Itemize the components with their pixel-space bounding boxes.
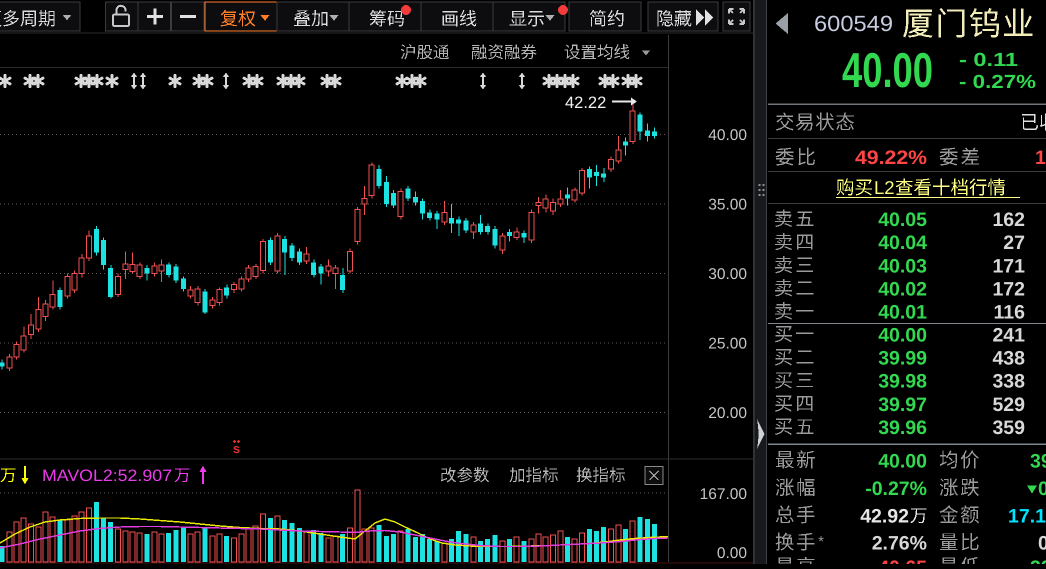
svg-text:*: * [818, 534, 824, 551]
svg-text:-0.27%: -0.27% [865, 478, 927, 500]
svg-text:40.65: 40.65 [878, 557, 927, 564]
svg-text:170: 170 [1035, 147, 1046, 169]
svg-text:438: 438 [992, 347, 1025, 369]
svg-text:40.00: 40.00 [878, 324, 927, 346]
svg-text:39.93: 39.93 [1030, 450, 1046, 472]
svg-text:40.04: 40.04 [878, 232, 927, 254]
svg-text:- 0.27%: - 0.27% [959, 72, 1036, 93]
svg-text:39.66: 39.66 [1030, 557, 1046, 564]
svg-text:25.00: 25.00 [708, 336, 747, 353]
svg-text:49.22%: 49.22% [855, 147, 927, 169]
svg-text:116: 116 [994, 302, 1026, 324]
svg-text:20.00: 20.00 [708, 405, 747, 422]
svg-text:241: 241 [992, 324, 1025, 346]
svg-text:40.05: 40.05 [878, 209, 927, 231]
svg-text:39.96: 39.96 [878, 417, 927, 439]
svg-text:0.00: 0.00 [717, 545, 748, 562]
svg-text:171: 171 [992, 255, 1025, 277]
svg-text:17.17: 17.17 [1008, 505, 1046, 527]
svg-text:40.03: 40.03 [878, 255, 927, 277]
svg-text:39.97: 39.97 [878, 394, 927, 416]
svg-text:172: 172 [992, 278, 1025, 300]
svg-text:2.76%: 2.76% [872, 533, 927, 555]
svg-text:0.11: 0.11 [1038, 478, 1046, 500]
svg-text:40.00: 40.00 [878, 450, 927, 472]
svg-text:359: 359 [992, 417, 1025, 439]
svg-text:39.98: 39.98 [878, 371, 927, 393]
svg-text:s: s [233, 441, 240, 456]
svg-text:L2: L2 [874, 177, 895, 198]
svg-text:40.00: 40.00 [708, 127, 747, 144]
svg-text:- 0.11: - 0.11 [959, 50, 1019, 71]
svg-text:30.00: 30.00 [708, 266, 747, 283]
svg-text:167.00: 167.00 [700, 486, 748, 503]
svg-text:40.01: 40.01 [878, 302, 927, 324]
svg-text:35.00: 35.00 [708, 197, 747, 214]
svg-text:600549: 600549 [814, 11, 893, 36]
svg-text:MAVOL2:52.907: MAVOL2:52.907 [42, 467, 172, 485]
svg-text:39.99: 39.99 [878, 347, 927, 369]
svg-text:40.00: 40.00 [842, 44, 933, 98]
svg-text:27: 27 [1003, 232, 1025, 254]
svg-text:42.22: 42.22 [565, 94, 606, 112]
svg-text:40.02: 40.02 [878, 278, 927, 300]
svg-text:42.92: 42.92 [860, 505, 909, 527]
svg-text:529: 529 [992, 394, 1025, 416]
svg-text:338: 338 [992, 371, 1025, 393]
svg-text:0.62: 0.62 [1038, 533, 1046, 555]
svg-text:162: 162 [992, 209, 1025, 231]
